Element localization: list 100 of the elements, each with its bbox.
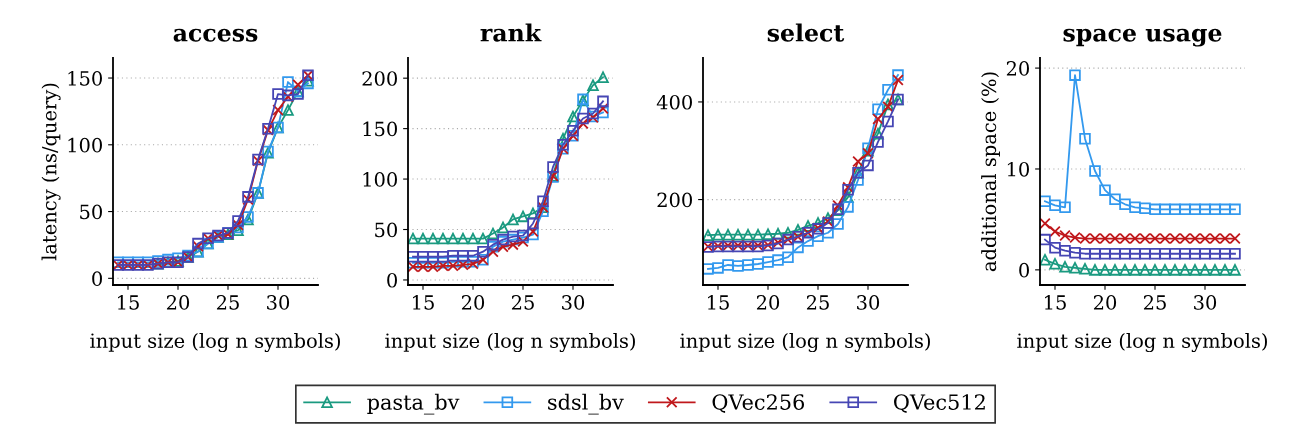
point <box>447 232 459 245</box>
y-tick-label: 20 <box>1006 61 1029 76</box>
point <box>882 115 894 128</box>
point <box>1149 264 1161 276</box>
point <box>1119 198 1131 211</box>
point <box>1109 193 1121 206</box>
point <box>892 69 904 81</box>
point <box>752 228 764 241</box>
point <box>292 78 304 91</box>
point <box>1229 264 1241 276</box>
point <box>1219 203 1231 216</box>
x-tick-label: 20 <box>166 295 190 310</box>
x-tick-label: 15 <box>708 295 729 310</box>
x-tick-label: 25 <box>1143 295 1166 310</box>
x-tick-label: 25 <box>511 295 534 310</box>
y-tick-label: 50 <box>80 204 102 220</box>
point <box>703 229 714 241</box>
point <box>1059 244 1071 257</box>
point <box>427 250 439 263</box>
point <box>1199 203 1211 216</box>
point <box>577 117 589 130</box>
point <box>742 259 754 271</box>
point <box>1089 165 1101 177</box>
point <box>232 215 244 227</box>
point <box>742 228 754 241</box>
legend-label: QVec256 <box>712 394 805 413</box>
point <box>1049 199 1061 212</box>
point <box>1179 247 1191 260</box>
point <box>1069 246 1081 259</box>
point <box>1219 247 1231 260</box>
point <box>537 205 549 218</box>
x-tick-label: 15 <box>118 295 139 310</box>
point <box>1079 132 1091 145</box>
point <box>1089 247 1101 260</box>
point <box>762 228 774 240</box>
point <box>1179 264 1191 276</box>
point <box>712 262 724 274</box>
point <box>457 232 469 245</box>
point <box>772 227 784 240</box>
point <box>447 249 459 262</box>
x-tick-label: 15 <box>1045 295 1066 310</box>
point <box>732 260 744 272</box>
point <box>1219 264 1231 276</box>
point <box>1099 264 1111 276</box>
point <box>517 210 529 223</box>
point <box>792 241 804 254</box>
point <box>457 249 469 262</box>
point <box>477 245 489 258</box>
point <box>852 155 864 168</box>
point <box>487 245 499 258</box>
y-tick-label: 0 <box>92 271 102 286</box>
point <box>417 250 429 263</box>
point <box>597 106 609 119</box>
point <box>1159 203 1171 216</box>
chart-title: select <box>767 23 845 42</box>
x-tick-label: 30 <box>1194 295 1217 310</box>
point <box>1099 247 1111 260</box>
legend-label: sdsl_bv <box>548 393 624 415</box>
point <box>1199 247 1211 260</box>
x-axis-title: input size (log n symbols) <box>385 332 635 353</box>
point <box>282 104 294 116</box>
x-axis-title: input size (log n symbols) <box>90 332 340 353</box>
point <box>1069 262 1081 274</box>
x-tick-label: 30 <box>267 295 290 310</box>
point <box>732 228 744 241</box>
point <box>427 232 439 245</box>
x-tick-label: 30 <box>857 295 880 310</box>
chart-title: access <box>173 28 258 42</box>
point <box>762 256 774 268</box>
point <box>1119 264 1131 276</box>
point <box>527 217 539 230</box>
point <box>497 221 509 234</box>
point <box>1159 247 1171 260</box>
point <box>1049 225 1061 238</box>
point <box>1149 203 1161 216</box>
x-tick-label: 20 <box>756 295 780 310</box>
point <box>1169 264 1181 276</box>
point <box>1179 203 1191 216</box>
point <box>1109 264 1121 276</box>
point <box>872 113 884 125</box>
point <box>1079 263 1091 275</box>
y-tick-label: 0 <box>1019 262 1029 278</box>
point <box>577 112 589 125</box>
point <box>1229 203 1241 216</box>
point <box>1049 241 1061 254</box>
y-axis-title: latency (ns/query) <box>41 83 61 261</box>
point <box>597 95 609 108</box>
point <box>487 227 499 240</box>
point <box>1169 247 1181 260</box>
y-tick-label: 200 <box>657 192 692 208</box>
point <box>587 79 599 92</box>
point <box>1189 264 1201 276</box>
y-tick-label: 100 <box>363 172 397 187</box>
point <box>417 232 429 245</box>
point <box>1040 195 1051 208</box>
point <box>437 232 449 245</box>
x-tick-label: 25 <box>806 295 829 310</box>
point <box>722 259 734 271</box>
point <box>872 127 884 140</box>
point <box>872 103 884 116</box>
